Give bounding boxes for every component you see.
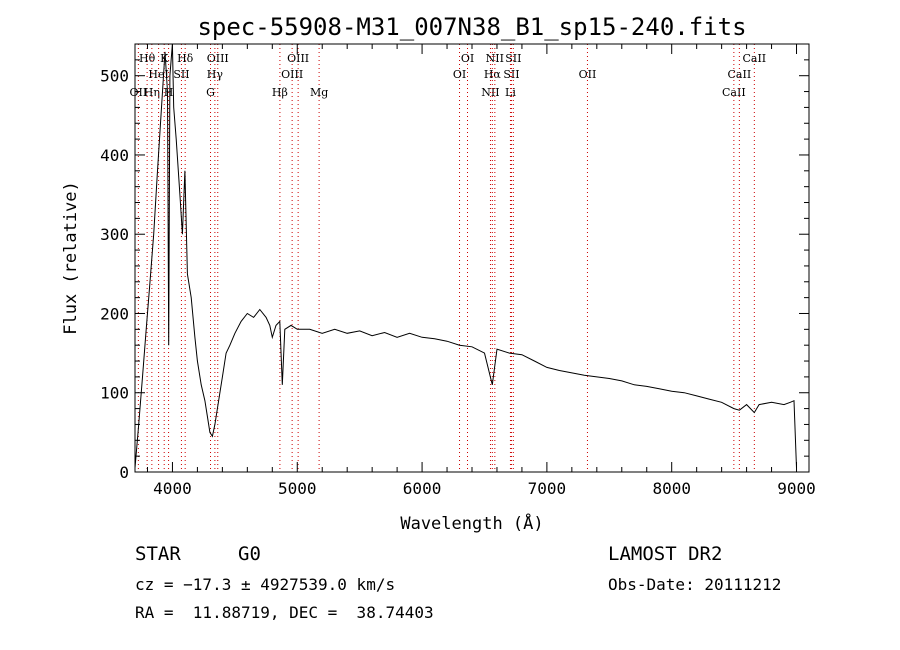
x-tick-label: 8000 [652,479,691,498]
redshift-readout: cz = −17.3 ± 4927539.0 km/s [135,575,396,594]
line-marker-label: OII [130,86,148,99]
coordinates: RA = 11.88719, DEC = 38.74403 [135,603,434,622]
y-tick-label: 400 [100,146,129,165]
x-tick-label: 7000 [528,479,567,498]
line-marker-label: Hθ [139,52,156,65]
line-marker-label: CaII [742,52,766,65]
survey-name: LAMOST DR2 [608,543,723,565]
line-marker-label: OI [453,68,466,81]
y-tick-label: 0 [119,463,129,482]
line-marker-label: SII [505,52,521,65]
plot-frame [134,43,810,473]
line-marker-label: OIII [287,52,309,65]
y-tick-label: 200 [100,304,129,323]
line-marker-label: Mg [310,86,328,99]
x-axis-label: Wavelength (Å) [400,512,543,534]
y-tick-label: 100 [100,384,129,403]
line-marker-label: OI [461,52,474,65]
y-tick-label: 300 [100,225,129,244]
line-marker-label: OIII [207,52,229,65]
x-tick-label: 9000 [777,479,816,498]
line-marker-label: G [206,86,215,99]
line-marker-label: OIII [281,68,303,81]
x-tick-label: 6000 [403,479,442,498]
obs-date: Obs-Date: 20111212 [608,575,782,594]
spectrum-line [134,43,797,469]
line-marker-label: SII [503,68,519,81]
line-marker-label: SII [173,68,189,81]
x-axis: 4000 5000 6000 7000 8000 9000 [146,44,816,498]
x-tick-label: 5000 [278,479,317,498]
x-tick-label: 4000 [153,479,192,498]
object-class: STAR [135,543,181,565]
line-marker-label: Hδ [177,52,194,65]
line-marker-label: CaII [728,68,752,81]
line-marker-label: Li [505,86,516,99]
y-tick-label: 500 [100,67,129,86]
line-marker-label: Hα [484,68,502,81]
line-marker-label: Hγ [207,68,224,81]
line-marker-label: Hβ [272,86,288,99]
line-marker-label: NII [486,52,504,65]
line-marker-label: Hη [144,86,160,99]
y-axis: 0 100 200 300 400 500 [100,43,809,482]
line-marker-label: H [164,86,174,99]
line-marker-label: NII [481,86,499,99]
y-axis-label: Flux (relative) [61,181,81,335]
chart-title: spec-55908-M31_007N38_B1_sp15-240.fits [197,13,746,41]
object-subclass: G0 [238,543,261,565]
line-marker-label: CaII [722,86,746,99]
line-marker-label: OII [579,68,597,81]
